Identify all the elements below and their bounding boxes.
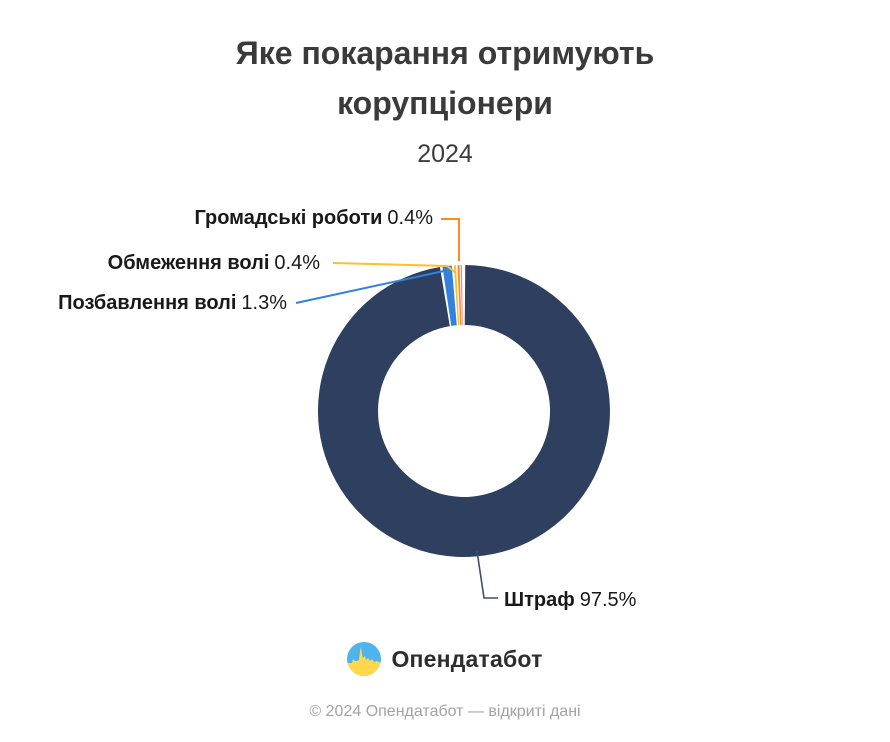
leader-line-2 xyxy=(332,262,457,274)
callout-label: Позбавлення волі xyxy=(58,292,237,314)
callout-percent: 0.4% xyxy=(387,207,433,229)
brand-logo-row: Опендатабот xyxy=(0,641,890,677)
callout-percent: 1.3% xyxy=(241,292,287,314)
callout-percent: 97.5% xyxy=(579,589,637,611)
chart-subtitle: 2024 xyxy=(417,140,473,168)
pie-slice-обмеження-волі xyxy=(453,265,460,326)
pie-slice-unlabeled xyxy=(460,265,463,326)
callout-percent: 0.4% xyxy=(274,252,320,274)
copyright-note: © 2024 Опендатабот — відкриті дані xyxy=(309,703,581,720)
pie-slice-громадські-роботи xyxy=(457,265,462,326)
leader-line-3 xyxy=(441,218,460,261)
pie-slice-штраф xyxy=(317,265,610,558)
callout-label: Обмеження волі xyxy=(107,252,270,274)
leader-line-1 xyxy=(295,270,445,304)
callout-pozbavlennya-voli: Позбавлення волі 1.3% xyxy=(58,291,287,315)
leader-line-0 xyxy=(476,550,498,599)
callout-obmezhennya-voli: Обмеження волі 0.4% xyxy=(108,251,320,275)
opendatabot-logo-icon xyxy=(347,642,382,676)
opendatabot-logo-text: Опендатабот xyxy=(391,645,543,672)
pie-slice-позбавлення-волі xyxy=(442,265,457,326)
callout-label: Штраф xyxy=(504,589,575,611)
chart-title: Яке покарання отримують корупціонери xyxy=(235,35,655,121)
callout-shtraf: Штраф 97.5% xyxy=(504,588,636,612)
callout-label: Громадські роботи xyxy=(194,207,383,229)
callout-hromadski-roboty: Громадські роботи 0.4% xyxy=(194,206,433,230)
